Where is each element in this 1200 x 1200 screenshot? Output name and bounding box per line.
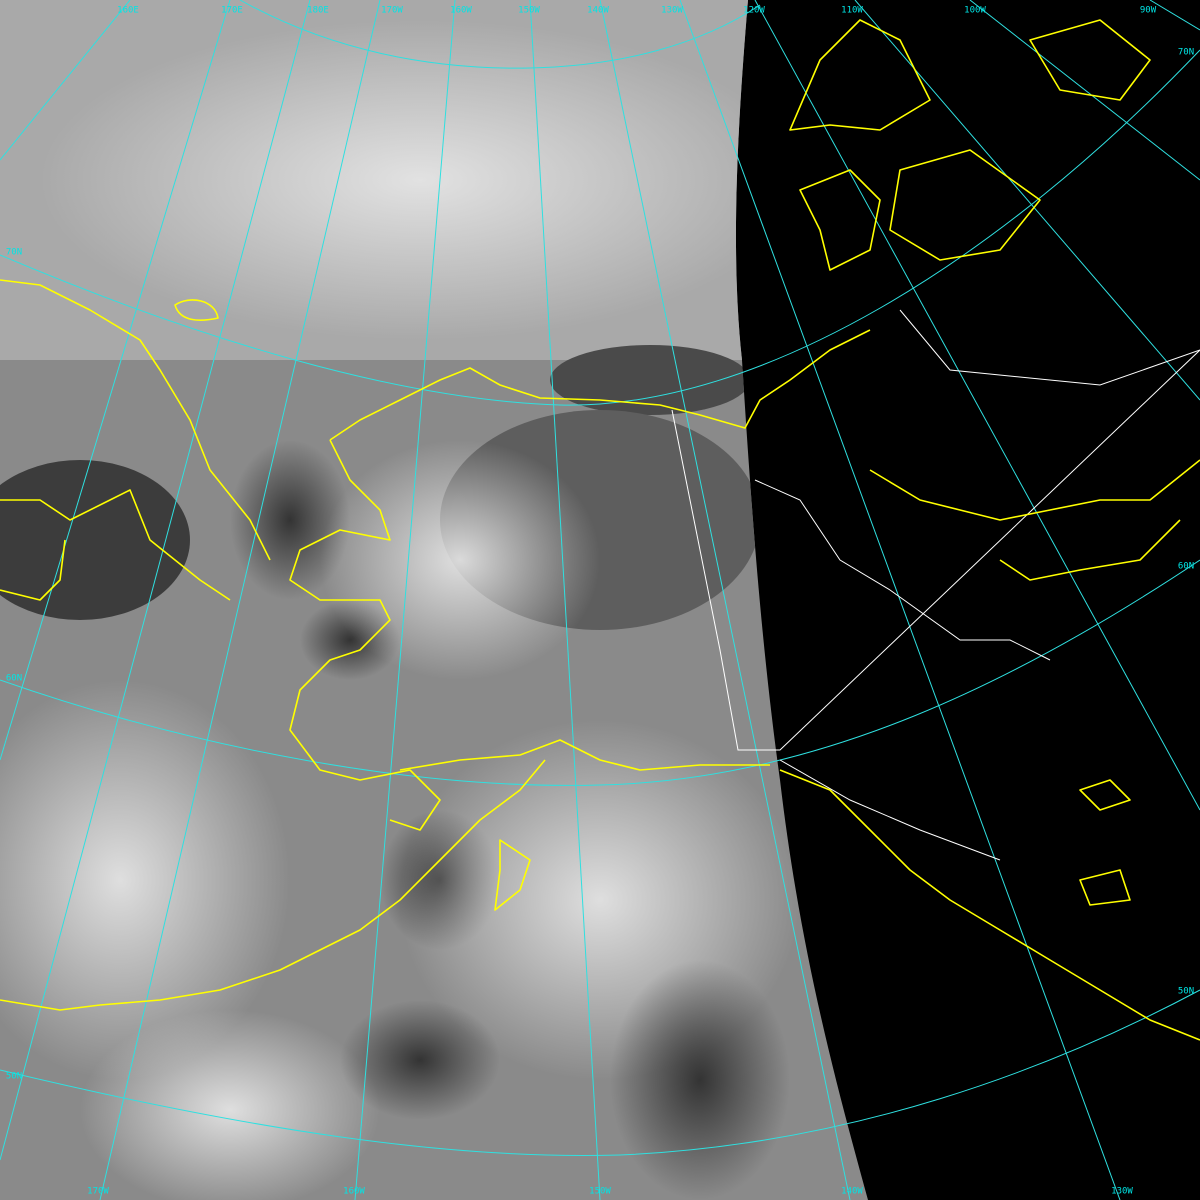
grid-label: 60N [6,674,22,684]
island [494,839,531,911]
coastline [0,279,271,561]
grid-label: 180E [307,6,329,16]
coastline [289,439,441,831]
coastlines [0,19,1200,1041]
coastline [999,519,1181,581]
meridian [969,0,1200,181]
border-line [754,479,1051,661]
grid-label: 90W [1140,6,1157,16]
grid-label: 60N [1178,562,1194,572]
coastline [0,759,546,1011]
border-line [779,759,1001,861]
grid-label: 170E [221,6,243,16]
grid-label: 70N [1178,48,1194,58]
meridian [354,0,456,1200]
cloud [80,1010,380,1200]
satellite-imagery [0,0,868,1200]
coastline [869,459,1200,521]
meridian [599,0,851,1200]
grid-label: 160E [117,6,139,16]
island [174,299,219,321]
meridian [754,0,1200,811]
grid-label: 140W [841,1187,863,1197]
grid-label: 150W [518,6,540,16]
grid-label: 130W [1111,1187,1133,1197]
coastline [0,539,66,601]
meridian [0,0,231,761]
water [610,960,790,1200]
island [799,169,881,271]
coastline [399,739,770,771]
latitude-line [0,989,1200,1157]
grid-labels: 160E 170E 180E 170W 160W 150W 140W 130W 120W 110W… [6,6,1194,1197]
grid-label: 160W [343,1187,365,1197]
grid-label: 50N [1178,987,1194,997]
island [1029,19,1151,101]
grid-label: 100W [964,6,986,16]
cloud [0,680,290,1080]
meridian [1149,0,1200,31]
coastline [329,329,871,441]
border-line [899,309,1200,386]
grid-label: 70N [6,248,22,258]
island [789,19,931,131]
lake [1079,779,1131,811]
meridian [0,0,131,161]
grid-label: 120W [743,6,765,16]
grid-label: 140W [587,6,609,16]
meridian [99,0,381,1200]
grid-label: 50N [6,1072,22,1082]
water [340,1000,500,1120]
meridian [0,0,311,1161]
borders [671,309,1200,861]
latitude-line [0,49,1200,406]
island [889,149,1041,261]
meridian [679,0,1121,1200]
coastline [0,489,231,601]
border-line [671,349,1200,751]
lake [1079,869,1131,906]
open-water [550,345,750,415]
grid-label: 160W [450,6,472,16]
grid-label: 170W [87,1187,109,1197]
latitude-line [0,559,1200,786]
grid-label: 150W [589,1187,611,1197]
coastline [779,769,1200,1041]
cloud [40,20,800,340]
grid-label: 130W [661,6,683,16]
grid-label: 170W [381,6,403,16]
grid-label: 110W [841,6,863,16]
meridian [529,0,601,1200]
